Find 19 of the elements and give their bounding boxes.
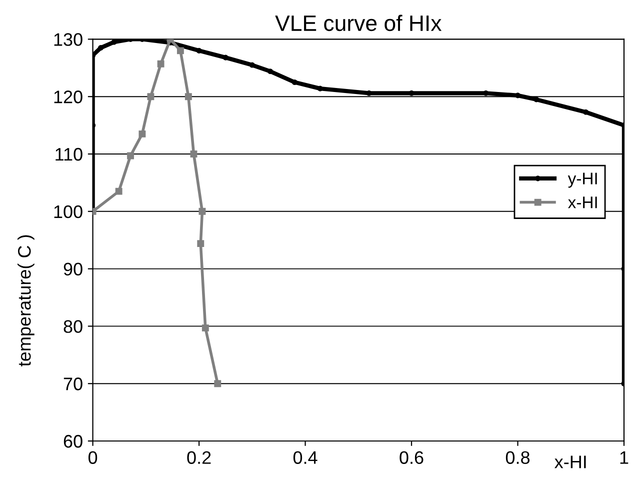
legend-label: y-HI — [568, 172, 597, 188]
y-tick-label: 130 — [54, 33, 82, 46]
y-tick-label: 90 — [64, 262, 82, 276]
y-tick-label: 110 — [56, 148, 82, 161]
x-tick-label: 0.6 — [400, 451, 424, 464]
x-tick-label: 0.8 — [506, 451, 530, 464]
x-tick-label: 1 — [620, 451, 628, 464]
x-tick-label: 0 — [88, 451, 98, 464]
x-axis-title: x-HI — [554, 456, 586, 468]
y-tick-label: 120 — [54, 90, 82, 104]
legend-label: x-HI — [568, 196, 597, 208]
y-tick-label: 60 — [64, 434, 82, 448]
y-axis-title: temperature( C ) — [18, 235, 34, 366]
y-tick-label: 100 — [54, 205, 82, 218]
chart-title: VLE curve of HIx — [275, 14, 442, 32]
x-tick-label: 0.2 — [187, 451, 211, 464]
y-tick-label: 80 — [64, 320, 82, 333]
y-tick-label: 70 — [64, 378, 82, 390]
x-tick-label: 0.4 — [293, 451, 318, 464]
